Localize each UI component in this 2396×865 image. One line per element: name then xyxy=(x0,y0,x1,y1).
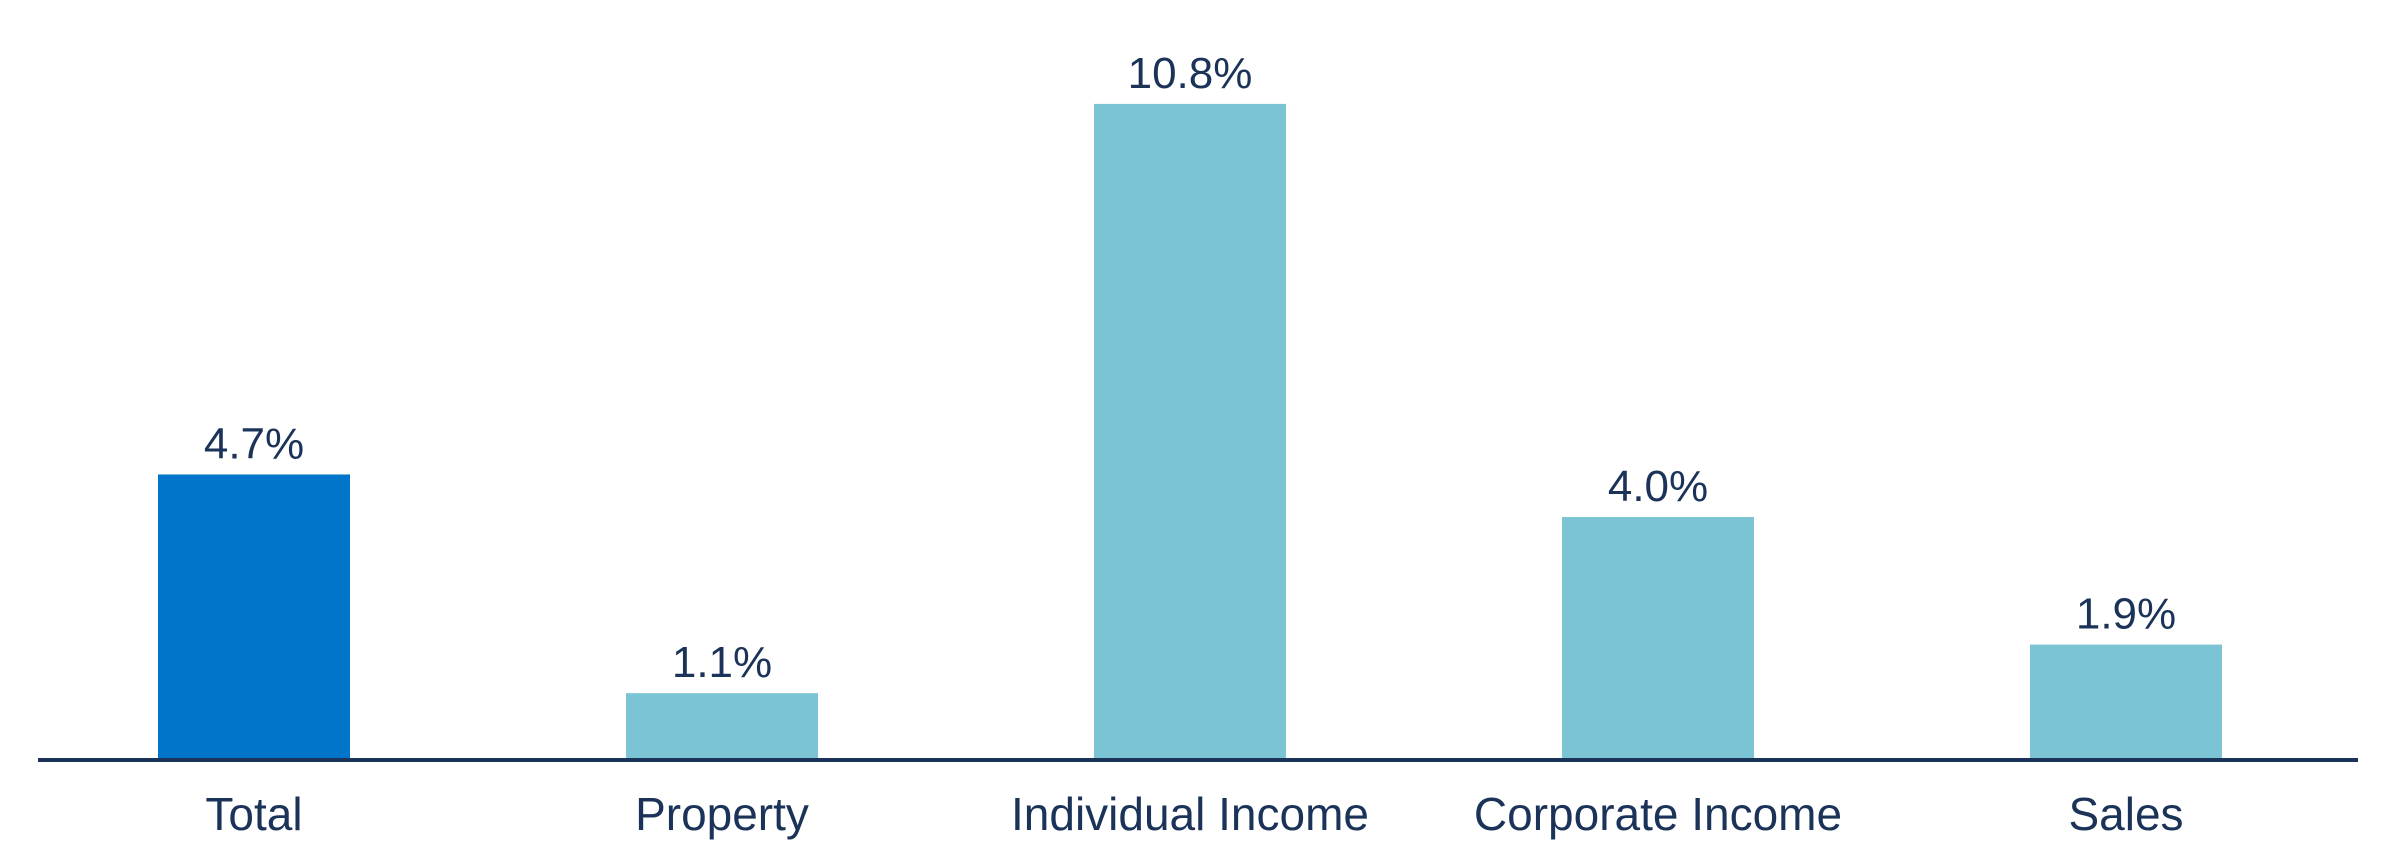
bar-sales xyxy=(2030,644,2222,760)
value-label-property: 1.1% xyxy=(672,638,772,687)
category-labels-group: Total Property Individual Income Corporate … xyxy=(205,788,2183,840)
category-label-sales: Sales xyxy=(2068,788,2183,840)
value-labels-group: 4.7% 1.1% 10.8% 4.0% 1.9% xyxy=(204,49,2176,687)
category-label-individual-income: Individual Income xyxy=(1011,788,1369,840)
value-label-total: 4.7% xyxy=(204,419,304,468)
bar-total xyxy=(158,474,350,760)
bar-individual-income xyxy=(1094,103,1286,760)
bar-corporate-income xyxy=(1562,517,1754,760)
value-label-sales: 1.9% xyxy=(2076,590,2176,639)
value-label-individual-income: 10.8% xyxy=(1128,49,1253,98)
category-label-property: Property xyxy=(635,788,809,840)
category-label-total: Total xyxy=(205,788,302,840)
bar-property xyxy=(626,693,818,760)
bars-group xyxy=(158,103,2222,760)
value-label-corporate-income: 4.0% xyxy=(1608,462,1708,511)
category-label-corporate-income: Corporate Income xyxy=(1474,788,1842,840)
